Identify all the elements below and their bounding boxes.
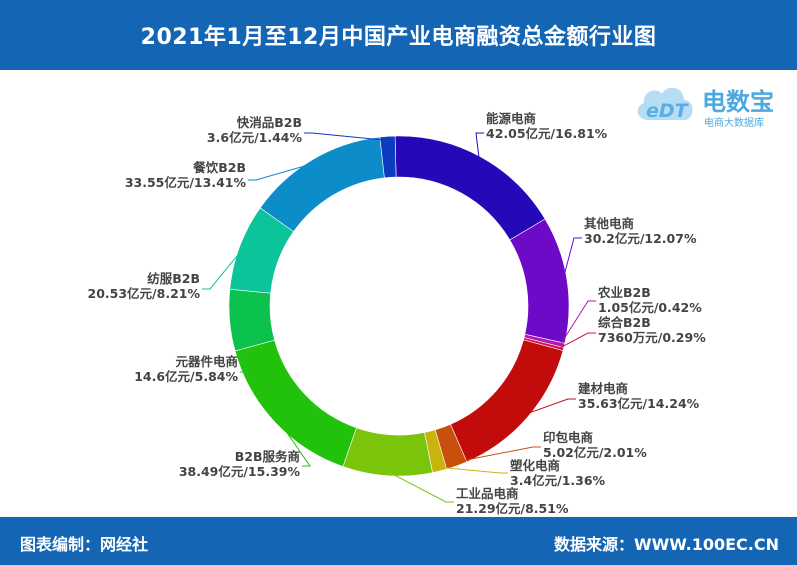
- slice-name-label: 塑化电商: [510, 458, 560, 473]
- slice-name-label: 能源电商: [486, 111, 536, 126]
- slice-value-label: 3.4亿元/1.36%: [510, 473, 606, 488]
- leader-line: [475, 132, 484, 161]
- slice-name-label: 餐饮B2B: [192, 160, 246, 175]
- slice-value-label: 1.05亿元/0.42%: [598, 300, 702, 315]
- donut-slice: [259, 136, 385, 232]
- slice-value-label: 7360万元/0.29%: [598, 330, 706, 345]
- header-bar: 2021年1月至12月中国产业电商融资总金额行业图: [0, 0, 797, 70]
- slice-value-label: 20.53亿元/8.21%: [88, 286, 201, 301]
- slice-name-label: 元器件电商: [175, 354, 238, 369]
- slice-value-label: 3.6亿元/1.44%: [207, 130, 303, 145]
- slice-value-label: 21.29亿元/8.51%: [456, 501, 569, 516]
- leader-line: [562, 237, 582, 280]
- donut-slice: [234, 339, 357, 467]
- leader-line: [304, 132, 388, 141]
- footer-bar: 图表编制：网经社 数据来源：WWW.100EC.CN: [0, 517, 797, 565]
- slice-name-label: 建材电商: [578, 381, 628, 396]
- leader-line: [559, 332, 596, 349]
- slice-name-label: 农业B2B: [597, 285, 651, 300]
- leader-line: [277, 419, 311, 467]
- donut-slice: [509, 218, 570, 344]
- donut-slice: [228, 288, 275, 352]
- leader-line: [387, 471, 454, 503]
- slice-name-label: 快消品B2B: [237, 115, 302, 130]
- slice-value-label: 30.2亿元/12.07%: [584, 231, 697, 246]
- chart-title: 2021年1月至12月中国产业电商融资总金额行业图: [140, 25, 657, 50]
- logo-mark: eDT: [646, 100, 688, 122]
- donut-slice: [394, 135, 546, 241]
- cloud-logo-icon: [637, 87, 693, 120]
- slice-name-label: B2B服务商: [235, 449, 300, 464]
- slice-name-label: 纺服B2B: [147, 271, 200, 286]
- slice-value-label: 38.49亿元/15.39%: [179, 464, 301, 479]
- slice-value-label: 14.6亿元/5.84%: [134, 369, 238, 384]
- slice-name-label: 工业品电商: [456, 486, 519, 501]
- slice-value-label: 33.55亿元/13.41%: [125, 175, 247, 190]
- donut-slice: [379, 135, 397, 179]
- slice-value-label: 35.63亿元/14.24%: [578, 396, 700, 411]
- slice-name-label: 印包电商: [543, 430, 593, 445]
- leader-line: [248, 162, 315, 181]
- leader-line: [560, 300, 596, 345]
- slice-name-label: 综合B2B: [598, 315, 651, 330]
- slice-name-label: 其他电商: [584, 216, 634, 231]
- footer-source: 数据来源：WWW.100EC.CN: [553, 535, 779, 554]
- leader-line: [438, 466, 508, 474]
- leader-line: [202, 247, 244, 290]
- logo-subtitle: 电商大数据库: [704, 118, 764, 129]
- leader-line: [524, 398, 576, 416]
- slice-value-label: 42.05亿元/16.81%: [486, 126, 608, 141]
- footer-editor: 图表编制：网经社: [20, 535, 149, 554]
- leader-line: [455, 446, 541, 463]
- logo-name: 电数宝: [702, 88, 774, 116]
- slice-value-label: 5.02亿元/2.01%: [543, 445, 647, 460]
- donut-slice: [342, 427, 433, 477]
- leader-line: [233, 319, 249, 373]
